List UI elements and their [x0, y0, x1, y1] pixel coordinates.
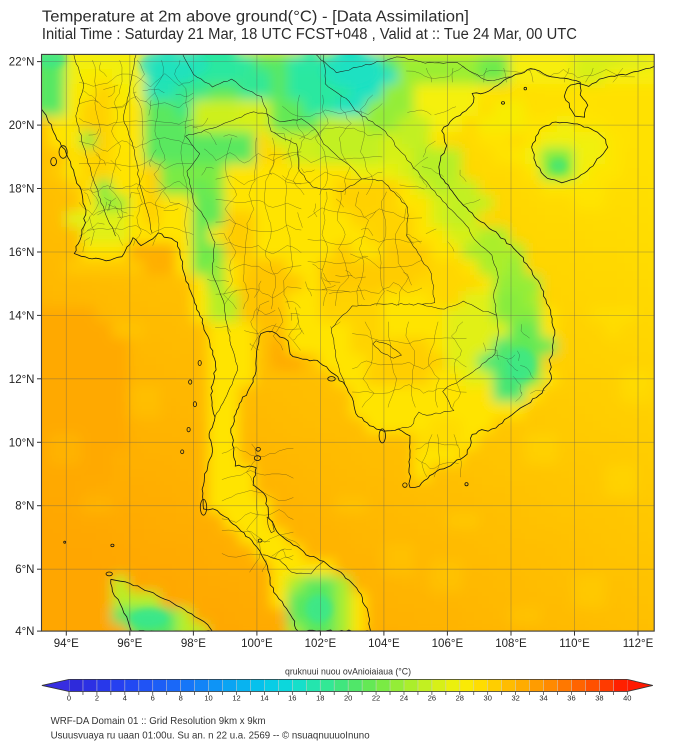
svg-text:24: 24	[400, 693, 408, 702]
svg-text:6°N: 6°N	[15, 564, 34, 576]
svg-text:106°E: 106°E	[432, 638, 464, 650]
svg-text:38: 38	[595, 693, 603, 702]
svg-text:32: 32	[511, 693, 519, 702]
svg-text:18°N: 18°N	[9, 184, 35, 196]
svg-text:qruknuui nuou ovAnioiaiaua (°C: qruknuui nuou ovAnioiaiaua (°C)	[285, 667, 411, 678]
svg-text:0: 0	[67, 693, 71, 702]
svg-text:102°E: 102°E	[305, 638, 337, 650]
svg-text:94°E: 94°E	[54, 638, 79, 650]
svg-text:30: 30	[484, 693, 492, 702]
svg-text:20°N: 20°N	[9, 120, 35, 132]
svg-text:108°E: 108°E	[495, 638, 527, 650]
svg-text:20: 20	[344, 693, 352, 702]
svg-text:104°E: 104°E	[368, 638, 400, 650]
svg-text:Initial Time : Saturday 21 Mar: Initial Time : Saturday 21 Mar, 18 UTC F…	[42, 26, 577, 43]
svg-text:8: 8	[179, 693, 183, 702]
svg-text:36: 36	[567, 693, 575, 702]
svg-text:WRF-DA Domain 01 :: Grid Resol: WRF-DA Domain 01 :: Grid Resolution 9km …	[51, 716, 266, 727]
svg-text:10: 10	[204, 693, 212, 702]
svg-text:110°E: 110°E	[559, 638, 590, 650]
svg-text:22°N: 22°N	[9, 57, 35, 69]
svg-text:16°N: 16°N	[9, 247, 35, 259]
svg-text:22: 22	[372, 693, 380, 702]
svg-text:12°N: 12°N	[9, 374, 35, 386]
svg-text:8°N: 8°N	[15, 501, 34, 513]
svg-text:14: 14	[260, 693, 268, 702]
svg-text:6: 6	[151, 693, 155, 702]
svg-text:98°E: 98°E	[181, 638, 206, 650]
svg-text:Usuusvuaya ru uaan 01:00u. Su: Usuusvuaya ru uaan 01:00u. Su an. n 22 u…	[51, 731, 370, 742]
svg-text:28: 28	[456, 693, 464, 702]
svg-text:14°N: 14°N	[9, 310, 35, 322]
svg-text:16: 16	[288, 693, 296, 702]
svg-text:2: 2	[95, 693, 99, 702]
svg-text:96°E: 96°E	[117, 638, 142, 650]
svg-text:10°N: 10°N	[9, 437, 35, 449]
svg-text:18: 18	[316, 693, 324, 702]
svg-text:40: 40	[623, 693, 631, 702]
svg-text:112°E: 112°E	[623, 638, 654, 650]
svg-text:26: 26	[428, 693, 436, 702]
svg-text:12: 12	[232, 693, 240, 702]
svg-text:4°N: 4°N	[15, 626, 34, 638]
svg-text:34: 34	[539, 693, 547, 702]
svg-text:Temperature at 2m above ground: Temperature at 2m above ground(°C) - [Da…	[42, 9, 469, 26]
svg-text:100°E: 100°E	[241, 638, 273, 650]
svg-text:4: 4	[123, 693, 127, 702]
